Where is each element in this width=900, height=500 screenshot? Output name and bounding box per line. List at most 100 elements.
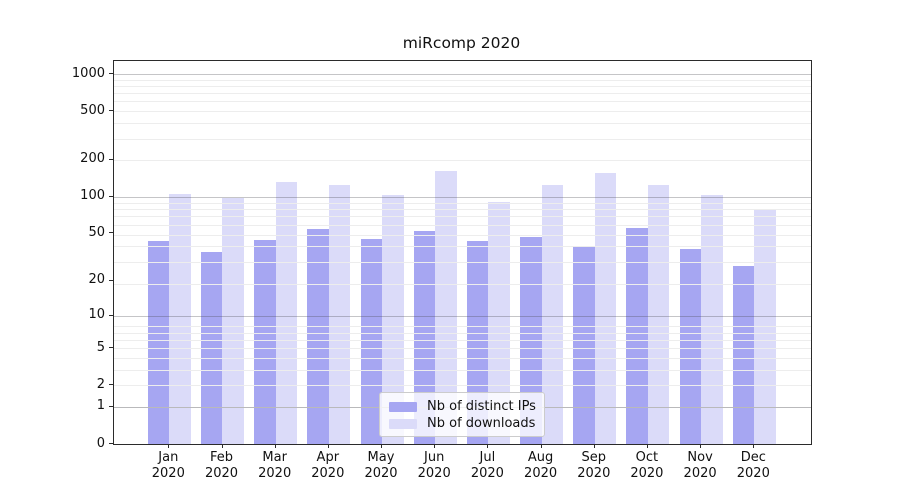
- x-tick-mark: [274, 444, 276, 448]
- bar-distinct-ips: [307, 229, 329, 444]
- legend-label-ips: Nb of distinct IPs: [427, 399, 536, 414]
- y-tick-mark: [109, 279, 113, 281]
- bar-downloads: [701, 195, 723, 444]
- x-tick-label: Sep 2020: [577, 450, 611, 481]
- y-tick-label: 1000: [71, 65, 105, 81]
- gridline-minor: [114, 348, 811, 349]
- gridline-major: [114, 74, 811, 75]
- x-tick-label: Feb 2020: [204, 450, 239, 481]
- gridline-minor: [114, 216, 811, 218]
- x-tick-mark: [327, 444, 329, 448]
- gridline-minor: [114, 101, 811, 103]
- gridline-minor: [114, 86, 811, 87]
- bar-downloads: [382, 195, 404, 444]
- bar-downloads: [275, 182, 298, 444]
- chart-title: miRcomp 2020: [402, 34, 521, 52]
- plot-area: [113, 60, 812, 445]
- y-tick-mark: [109, 314, 113, 316]
- gridline-minor: [114, 261, 811, 263]
- y-tick-label: 100: [80, 188, 105, 204]
- x-tick-mark: [646, 444, 648, 448]
- x-tick-label: Jan 2020: [151, 450, 185, 481]
- bar-distinct-ips: [732, 265, 755, 444]
- bar-distinct-ips: [573, 246, 595, 444]
- x-tick-label: Apr 2020: [311, 450, 345, 481]
- bar-distinct-ips: [679, 249, 702, 444]
- x-tick-mark: [168, 444, 170, 448]
- gridline-minor: [114, 203, 811, 204]
- bar-distinct-ips: [254, 240, 276, 444]
- y-tick-mark: [109, 347, 113, 348]
- bar-downloads: [435, 170, 457, 444]
- legend-item-downloads: Nb of downloads: [389, 416, 536, 431]
- legend-swatch-ips-icon: [389, 401, 417, 412]
- bar-distinct-ips: [147, 241, 170, 444]
- gridline-minor: [114, 283, 811, 285]
- y-tick-mark: [109, 384, 113, 386]
- gridline-minor: [114, 209, 811, 211]
- y-tick-label: 500: [80, 102, 105, 118]
- bar-downloads: [647, 184, 670, 444]
- gridline-minor: [114, 332, 811, 334]
- bar-downloads: [328, 185, 351, 444]
- y-tick-mark: [109, 73, 113, 74]
- gridline-minor: [114, 123, 811, 125]
- x-tick-label: Aug 2020: [524, 450, 558, 481]
- legend-label-downloads: Nb of downloads: [427, 416, 536, 431]
- x-tick-mark: [221, 444, 223, 448]
- gridline-minor: [114, 357, 811, 359]
- gridline-minor: [114, 369, 811, 371]
- bar-downloads: [541, 185, 564, 444]
- gridline-minor: [114, 93, 811, 95]
- bar-downloads: [222, 198, 244, 444]
- y-tick-label: 10: [88, 307, 105, 323]
- x-tick-label: Mar 2020: [258, 450, 292, 481]
- gridline-minor: [114, 246, 811, 248]
- x-tick-label: Nov 2020: [683, 450, 717, 481]
- y-tick-mark: [109, 110, 113, 111]
- y-tick-mark: [109, 405, 113, 407]
- x-tick-label: May 2020: [364, 450, 398, 481]
- bar-downloads: [169, 194, 191, 444]
- gridline-major: [114, 315, 811, 317]
- y-tick-mark: [109, 158, 113, 160]
- x-tick-mark: [593, 444, 595, 448]
- y-tick-label: 2: [96, 376, 105, 392]
- legend-item-distinct-ips: Nb of distinct IPs: [389, 399, 536, 414]
- y-tick-label: 20: [88, 272, 105, 288]
- y-tick-label: 1: [96, 398, 105, 414]
- x-tick-mark: [434, 444, 436, 448]
- gridline-major: [114, 196, 811, 198]
- gridline-minor: [114, 79, 811, 81]
- bar-downloads: [594, 172, 617, 444]
- gridline-minor: [114, 339, 811, 341]
- gridline-minor: [114, 160, 811, 162]
- y-tick-mark: [109, 195, 113, 197]
- bar-distinct-ips: [360, 238, 383, 444]
- legend: Nb of distinct IPs Nb of downloads: [379, 392, 545, 437]
- x-tick-mark: [700, 444, 702, 448]
- x-tick-mark: [753, 444, 755, 448]
- x-tick-label: Jul 2020: [470, 450, 504, 481]
- x-tick-label: Dec 2020: [736, 450, 770, 481]
- y-tick-label: 200: [80, 151, 105, 167]
- gridline-minor: [114, 111, 811, 113]
- x-tick-mark: [540, 444, 542, 448]
- y-tick-mark: [109, 232, 113, 234]
- gridline-minor: [114, 385, 811, 387]
- gridline-minor: [114, 326, 811, 328]
- gridline-minor: [114, 138, 811, 140]
- gridline-minor: [114, 234, 811, 236]
- legend-swatch-downloads-icon: [389, 418, 417, 429]
- y-tick-label: 5: [96, 339, 105, 355]
- y-tick-label: 0: [96, 435, 105, 451]
- x-tick-mark: [487, 444, 489, 448]
- x-tick-mark: [381, 444, 382, 448]
- x-tick-label: Jun 2020: [417, 450, 451, 481]
- bar-distinct-ips: [626, 228, 648, 444]
- bar-distinct-ips: [413, 231, 436, 444]
- gridline-minor: [114, 224, 811, 226]
- x-tick-label: Oct 2020: [630, 450, 664, 481]
- y-tick-label: 50: [88, 224, 105, 240]
